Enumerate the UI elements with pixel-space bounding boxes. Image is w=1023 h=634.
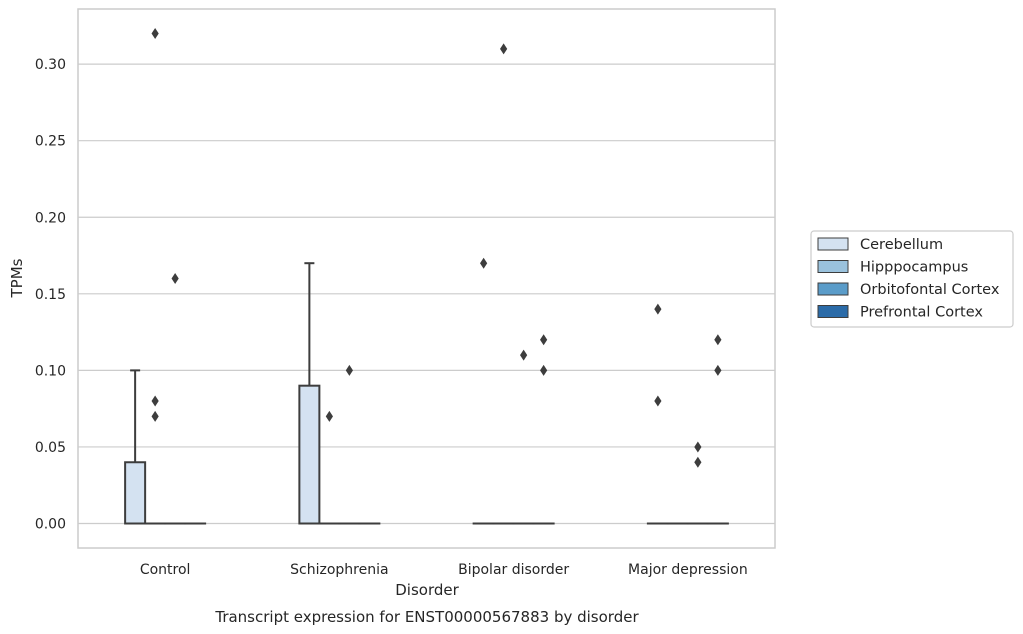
outlier-point	[654, 303, 662, 315]
outlier-point	[151, 395, 159, 407]
outlier-point	[540, 334, 548, 346]
y-tick-label: 0.05	[35, 440, 66, 456]
outlier-point	[520, 349, 528, 361]
x-axis-title: Disorder	[395, 581, 459, 599]
x-tick-label: Schizophrenia	[290, 562, 388, 578]
outlier-layer	[151, 28, 722, 468]
outlier-point	[694, 456, 702, 468]
y-axis-title: TPMs	[8, 258, 26, 298]
axis-layer: 0.00 0.05 0.10 0.15 0.20 0.25 0.30 Control Schiz…	[35, 8, 776, 578]
outlier-point	[151, 410, 159, 422]
box	[298, 384, 321, 525]
legend-label: Prefrontal Cortex	[860, 305, 983, 321]
y-tick-label: 0.25	[35, 134, 66, 150]
legend: Cerebellum Hipppocampus Orbitofontal Corte…	[810, 230, 1014, 328]
outlier-point	[325, 410, 333, 422]
y-tick-label: 0.20	[35, 210, 66, 226]
y-tick-label: 0.15	[35, 287, 66, 303]
outlier-point	[654, 395, 662, 407]
legend-frame	[810, 230, 1014, 328]
y-tick-label: 0.30	[35, 57, 66, 73]
outlier-point	[500, 43, 508, 55]
outlier-point	[714, 364, 722, 376]
x-tick-label: Major depression	[628, 562, 748, 578]
legend-swatch	[817, 260, 849, 273]
y-tick-label: 0.00	[35, 517, 66, 533]
legend-swatch	[817, 282, 849, 296]
x-tick-label: Bipolar disorder	[458, 562, 569, 578]
outlier-point	[694, 441, 702, 453]
outlier-point	[540, 364, 548, 376]
legend-swatch	[817, 305, 849, 318]
y-tick-label: 0.10	[35, 363, 66, 379]
legend-label: Orbitofontal Cortex	[860, 282, 1000, 298]
legend-label: Cerebellum	[860, 237, 943, 253]
outlier-point	[714, 334, 722, 346]
box	[124, 461, 147, 525]
outlier-point	[345, 364, 353, 376]
box-layer	[124, 262, 729, 525]
legend-swatch	[817, 237, 849, 251]
plot-frame	[77, 8, 776, 549]
outlier-point	[480, 257, 488, 269]
grid-layer	[78, 63, 775, 525]
chart-caption: Transcript expression for ENST0000056788…	[214, 608, 639, 626]
legend-label: Hipppocampus	[860, 260, 968, 276]
outlier-point	[151, 28, 159, 39]
x-tick-label: Control	[140, 562, 191, 578]
outlier-point	[171, 273, 179, 284]
